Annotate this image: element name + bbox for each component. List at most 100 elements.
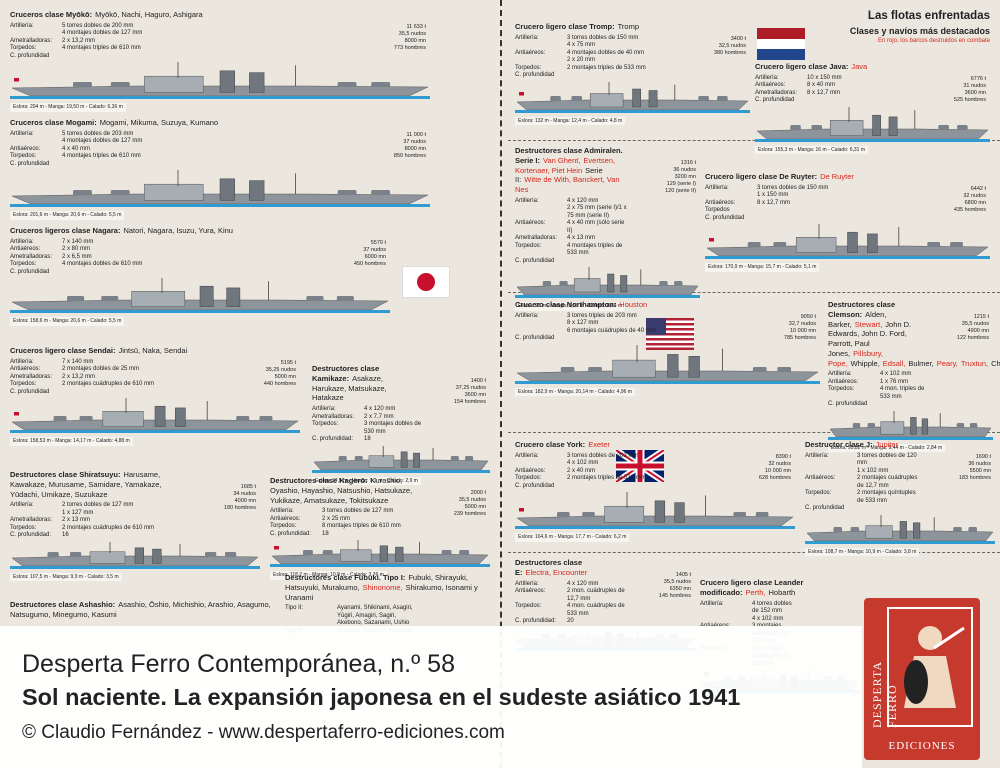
turret	[53, 416, 67, 422]
turret	[354, 455, 363, 461]
spec-label: Antiaéreos:	[515, 588, 546, 594]
spec-value: 2 x 6,5 mm	[62, 253, 92, 260]
class-name: Destructores clase Fubuki. Tipo I:	[285, 573, 406, 582]
spec-value: 8 x 12,7 mm	[807, 89, 841, 96]
spec-value: 1 x 102 mm	[857, 467, 889, 474]
spec-value: 4 montajes dobles de 610 mm	[62, 261, 143, 268]
ship-names: Fubuki, Shirayuki, Hatsuyuki, Murakumo,	[285, 573, 468, 592]
spec-empty	[857, 505, 923, 513]
stat: 1400 t	[470, 378, 486, 384]
funnel	[872, 114, 881, 136]
turret	[969, 422, 978, 428]
spec-indent	[515, 42, 567, 50]
turret	[101, 296, 119, 302]
spec-value: 1 x 150 mm	[757, 192, 789, 199]
ship-names: Shirakumo, Isonami y Uranami	[285, 582, 478, 602]
logo: DESPERTA FERRO EDICIONES	[864, 598, 980, 760]
spec-value: 4 x 120 mm	[567, 580, 599, 587]
spec-value: 4 torres dobles de 152 mm	[752, 600, 792, 615]
waterline	[515, 526, 795, 530]
funnel	[175, 407, 186, 428]
specs: Artillería: 3 torres triples de 203 mm 8 x…	[515, 313, 704, 343]
spec-value: 2 x 7,7 mm	[364, 413, 394, 420]
stat: 6776 t	[970, 76, 986, 82]
stat: 37 nudos	[363, 246, 386, 253]
stats: 5570 t 37 nudos 6000 mn 450 hombres	[316, 240, 386, 268]
ship-illustration	[312, 445, 490, 473]
specs: Artillería: 5 torres dobles de 203 mm 4 mo…	[10, 131, 270, 169]
waterline	[312, 469, 490, 473]
specs: Artillería: 3 torres dobles de 150 mm 4 x …	[515, 35, 661, 80]
spec-label: Artillería:	[515, 34, 539, 41]
spec-label: Torpedos:	[828, 386, 855, 393]
stat: 3600 mn	[464, 391, 486, 398]
spec-value: 2 x 13 mm	[62, 517, 91, 524]
flag-stern	[709, 238, 714, 242]
spec-label: Artillería:	[270, 508, 294, 515]
ship-names: Harusame, Kawakaze, Murusame, Samidare, …	[10, 470, 162, 499]
spec-label: Torpedos:	[10, 381, 37, 388]
spec-value: 8 x 12,7 mm	[757, 199, 791, 206]
ship-illustration	[10, 62, 430, 100]
spec-label: C. profundidad:	[270, 530, 312, 537]
superstructure	[89, 551, 126, 564]
turret	[306, 296, 324, 302]
stat: 180 hombres	[223, 504, 256, 511]
spec-label: C. profundidad	[10, 268, 50, 275]
spec-label: Antiaéreos:	[515, 467, 546, 474]
ship-illustration	[515, 81, 750, 113]
stat: 785 hombres	[783, 334, 816, 341]
publication: Desperta Ferro Contemporánea, n.º 58	[22, 650, 455, 678]
spec-label: C. profundidad:	[10, 532, 52, 539]
turret	[968, 526, 977, 532]
waterline	[270, 564, 490, 568]
spec-label: C. profundidad	[828, 401, 868, 408]
spec-value: 18	[364, 436, 371, 442]
spec-value: 10 x 150 mm	[807, 74, 842, 81]
waterline	[10, 310, 390, 314]
waterline	[828, 436, 993, 440]
stat: 435 hombres	[953, 206, 986, 213]
flag-stern	[274, 546, 279, 550]
flag-stern	[14, 412, 19, 416]
spec-label: Torpedos:	[515, 242, 542, 249]
spec-value: 2 x 25 mm	[322, 515, 351, 522]
ship-illustration	[270, 540, 490, 568]
spec-value: 4 x 120 mm	[364, 406, 396, 412]
stat: 10 000 mn	[790, 327, 816, 334]
spec-label: C. profundidad	[515, 482, 555, 489]
turret	[205, 551, 217, 557]
stat: 129 (serie I)	[666, 180, 696, 187]
stat: 5570 t	[370, 240, 386, 246]
spec-empty	[62, 389, 190, 397]
spec-value: 4 x 120 mm	[567, 197, 599, 204]
stat: 35,5 nudos	[458, 496, 486, 503]
superstructure	[604, 506, 645, 523]
turret	[259, 416, 273, 422]
superstructure	[144, 76, 204, 93]
logo-emblem	[887, 607, 973, 727]
stat: 773 hombres	[393, 44, 426, 51]
spec-label: Ametralladoras:	[10, 517, 53, 524]
stat: 11 000 t	[406, 132, 426, 138]
turret	[336, 296, 354, 302]
funnel	[400, 451, 408, 468]
waterline	[10, 430, 300, 434]
ship-names: Whipple,	[850, 358, 880, 368]
subtitle: Clases y navíos más destacados	[849, 26, 990, 36]
spec-value: 4 x 102 mm	[752, 615, 784, 622]
dimensions: Eslora: 158,53 m - Manga: 14,17 m - Cala…	[10, 437, 133, 446]
waterline	[755, 138, 990, 142]
turret	[659, 281, 668, 287]
turret	[371, 190, 391, 196]
spec-value: 2 x 75 mm (serie I)/1 x 75 mm (serie II)	[567, 205, 627, 219]
specs: Artillería: 2 torres dobles de 127 mm 1 x …	[10, 502, 165, 540]
spec-label: Ametralladoras:	[312, 413, 355, 420]
stats: 11 633 t 35,5 nudos 8000 mn 773 hombres	[356, 24, 426, 52]
turret	[956, 422, 965, 428]
spec-value: 4 mon. cuádruples de 533 mm	[567, 603, 625, 617]
ship-names: Electra, Encounter	[525, 567, 588, 577]
stats: 3400 t 32,5 nudos 380 hombres	[676, 36, 746, 57]
spec-value: 2 x 80 mm	[62, 246, 91, 253]
ship-names: John D. Edwards, John D. Ford, Parrott, …	[828, 319, 912, 358]
